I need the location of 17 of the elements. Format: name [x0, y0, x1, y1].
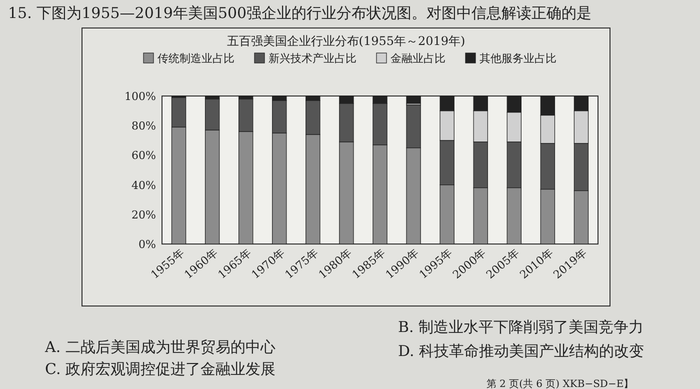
legend-label: 新兴技术产业占比: [268, 52, 356, 65]
legend-label: 其他服务业占比: [480, 52, 556, 65]
text: C. 政府宏观调控促进了金融业发展: [45, 360, 276, 378]
text: A. 二战后美国成为世界贸易的中心: [44, 338, 276, 356]
legend-label: 传统制造业占比: [158, 52, 234, 65]
text: 15. 下图为1955—2019年美国500强企业的行业分布状况图。对图中信息解读正确的是: [8, 4, 592, 22]
y-tick-label: 100%: [124, 90, 156, 103]
y-tick-label: 60%: [132, 149, 156, 162]
text: D. 科技革命推动美国产业结构的改变: [398, 342, 644, 360]
chart-title: 五百强美国企业行业分布(1955年～2019年): [226, 34, 466, 48]
y-tick-label: 40%: [132, 178, 156, 192]
y-tick-label: 80%: [132, 120, 156, 133]
text: B. 制造业水平下降削弱了美国竞争力: [398, 318, 644, 336]
y-tick-label: 20%: [132, 208, 156, 222]
legend-label: 金融业占比: [390, 52, 446, 65]
text: 第 2 页(共 6 页) XKB−SD−E】: [486, 378, 634, 389]
y-tick-label: 0%: [138, 238, 156, 251]
